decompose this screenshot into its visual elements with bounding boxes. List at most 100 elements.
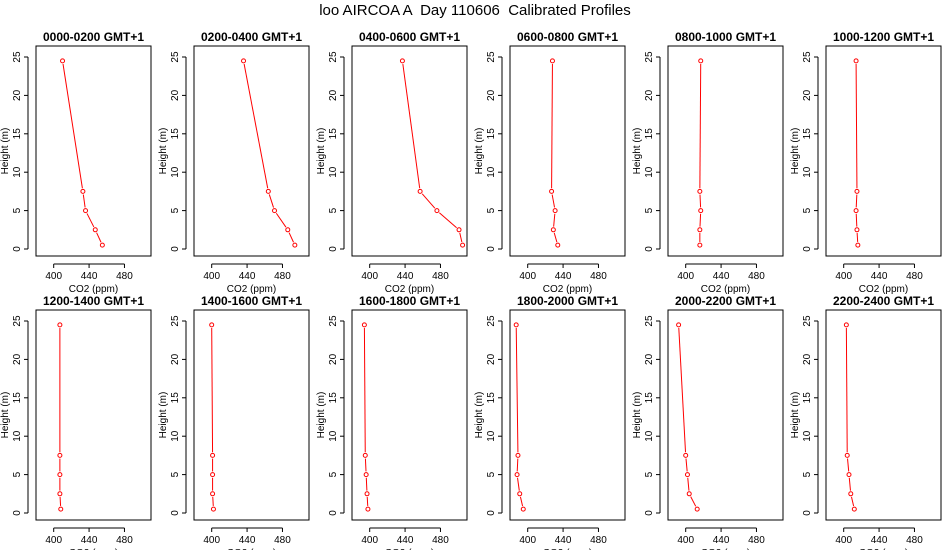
x-tick-label: 440 [555,535,572,546]
data-point [853,58,859,64]
series-line-segment [363,328,366,453]
y-axis-label: Height (m) [158,128,169,175]
x-tick-label: 440 [555,271,572,282]
y-tick-label: 15 [644,128,655,140]
series-line-segment [96,232,102,243]
data-point [92,227,98,233]
x-tick-label: 480 [116,535,133,546]
series-line-segment [515,328,519,453]
plot-frame [667,309,784,521]
data-point [697,242,703,248]
x-tick-label: 440 [81,535,98,546]
y-tick-label: 10 [12,430,23,442]
x-tick-label: 400 [835,535,852,546]
y-tick-label: 0 [170,246,181,252]
x-tick-label: 480 [748,535,765,546]
x-axis-label: CO2 (ppm) [385,284,434,295]
y-tick-label: 0 [486,510,497,516]
y-tick-label: 15 [486,128,497,140]
series-line-segment [439,212,457,229]
y-tick-label: 5 [486,471,497,477]
series-line-segment [211,328,214,453]
y-tick-label: 5 [802,471,813,477]
series-line-segment [690,496,697,507]
data-point [57,322,63,328]
y-tick-label: 10 [12,166,23,178]
panel-title: 0000-0200 GMT+1 [43,30,144,44]
x-tick-label: 400 [677,535,694,546]
y-axis-label: Height (m) [790,392,801,439]
data-point [60,58,66,64]
y-tick-label: 20 [170,353,181,365]
plot-frame [509,45,626,257]
x-tick-label: 400 [361,535,378,546]
series-line-segment [848,477,851,491]
y-tick-label: 20 [12,89,23,101]
y-tick-label: 25 [486,315,497,327]
profile-panel: 1400-1600 GMT+1 0 5 10 15 20 25 400 440 480 CO2 (p… [158,294,310,550]
x-axis-label: CO2 (ppm) [385,548,434,550]
y-tick-label: 0 [486,246,497,252]
y-tick-label: 25 [802,51,813,63]
data-point [361,322,367,328]
y-tick-label: 25 [12,51,23,63]
profile-panel: 1600-1800 GMT+1 0 5 10 15 20 25 400 440 480 CO2 (p… [316,294,468,550]
data-point [417,188,423,194]
data-point [209,322,215,328]
x-axis-label: CO2 (ppm) [543,284,592,295]
y-axis-label: Height (m) [474,128,485,175]
data-point [698,58,704,64]
series-line-segment [553,232,558,243]
panel-title: 1200-1400 GMT+1 [43,294,144,308]
y-axis-label: Height (m) [0,392,11,439]
data-point [80,188,86,194]
data-point [364,491,370,497]
y-tick-label: 25 [328,315,339,327]
x-tick-label: 400 [519,535,536,546]
y-tick-label: 5 [486,207,497,213]
y-tick-label: 25 [802,315,813,327]
x-tick-label: 400 [361,271,378,282]
y-tick-label: 5 [644,207,655,213]
x-tick-label: 480 [116,271,133,282]
data-point [58,506,64,512]
data-point [399,58,405,64]
plot-frame [825,309,942,521]
data-point [549,58,555,64]
y-tick-label: 15 [170,392,181,404]
x-tick-label: 480 [274,271,291,282]
data-point [57,491,63,497]
data-point [434,208,440,214]
profile-panel: 0600-0800 GMT+1 0 5 10 15 20 25 400 440 480 CO2 (p… [474,30,626,295]
series-line-segment [855,213,858,227]
x-tick-label: 440 [239,535,256,546]
x-tick-label: 440 [397,271,414,282]
data-point [83,208,89,214]
series-line-segment [687,477,690,491]
data-point [210,472,216,478]
plot-frame [351,309,468,521]
y-tick-label: 15 [328,392,339,404]
data-point [844,452,850,458]
series-line-segment [243,63,269,189]
data-point [513,322,519,328]
series-line-segment [275,212,287,228]
y-tick-label: 25 [12,315,23,327]
x-axis-label: CO2 (ppm) [701,284,750,295]
y-tick-label: 0 [644,510,655,516]
x-tick-label: 480 [906,535,923,546]
y-tick-label: 20 [486,353,497,365]
x-tick-label: 480 [274,535,291,546]
y-tick-label: 0 [802,246,813,252]
y-axis-label: Height (m) [790,128,801,175]
profile-panel: 1000-1200 GMT+1 0 5 10 15 20 25 400 440 480 CO2 (p… [790,30,942,295]
data-point [684,472,690,478]
series-line-segment [517,477,520,491]
data-point [697,227,703,233]
profile-panel: 2000-2200 GMT+1 0 5 10 15 20 25 400 440 480 CO2 (p… [632,294,784,550]
profile-panel: 1200-1400 GMT+1 0 5 10 15 20 25 400 440 480 CO2 (p… [0,294,152,550]
series-line-segment [62,63,83,189]
x-axis-label: CO2 (ppm) [543,548,592,550]
data-point [272,208,277,214]
x-axis-label: CO2 (ppm) [701,548,750,550]
